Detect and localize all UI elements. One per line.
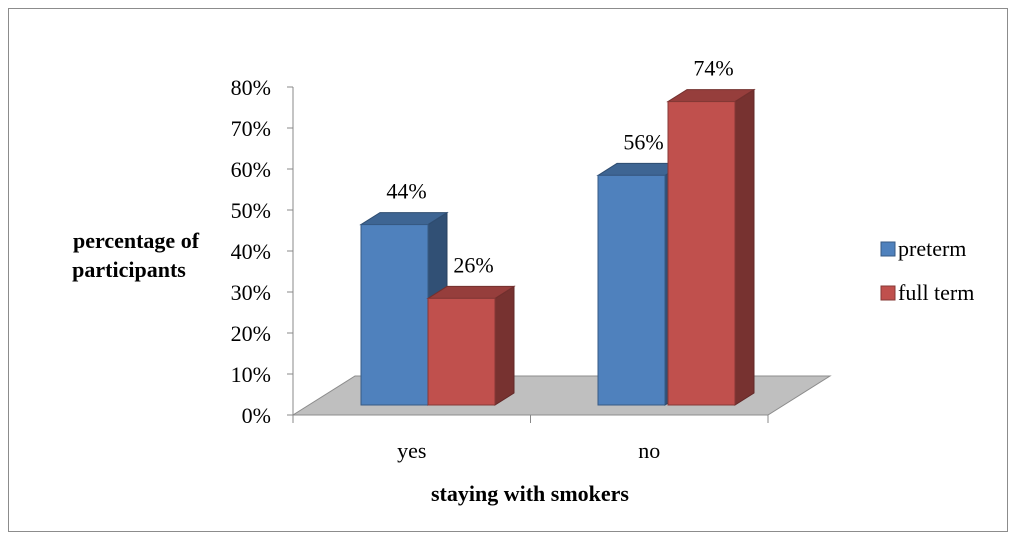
- data-label: 44%: [386, 179, 426, 204]
- y-tick-label: 40%: [231, 239, 271, 264]
- bar-preterm-yes: [360, 224, 429, 406]
- legend-swatch-full-term: [880, 285, 896, 301]
- bar-preterm-no: [597, 174, 666, 406]
- y-axis-title-line2: participants: [72, 257, 186, 282]
- legend-label-full-term: full term: [898, 280, 974, 305]
- data-label: 26%: [453, 252, 493, 277]
- y-tick-label: 30%: [231, 280, 271, 305]
- bar-side-full-term-no: [734, 88, 755, 406]
- x-axis-title: staying with smokers: [431, 481, 629, 506]
- data-label: 56%: [623, 129, 663, 154]
- data-label: 74%: [693, 56, 733, 81]
- y-tick-label: 50%: [231, 198, 271, 223]
- y-tick-label: 20%: [231, 321, 271, 346]
- bar-full-term-no: [667, 101, 736, 406]
- y-tick-label: 10%: [231, 362, 271, 387]
- bar-full-term-yes: [427, 297, 496, 406]
- y-tick-label: 80%: [231, 75, 271, 100]
- chart-frame: [8, 8, 1008, 532]
- legend-swatch-preterm: [880, 241, 896, 257]
- y-tick-label: 70%: [231, 116, 271, 141]
- y-axis-title-line1: percentage of: [73, 228, 200, 253]
- y-tick-label: 60%: [231, 157, 271, 182]
- legend-label-preterm: preterm: [898, 236, 966, 261]
- y-tick-label: 0%: [242, 403, 271, 428]
- x-category-label: yes: [397, 438, 426, 463]
- x-category-label: no: [638, 438, 660, 463]
- bar-side-full-term-yes: [494, 285, 515, 406]
